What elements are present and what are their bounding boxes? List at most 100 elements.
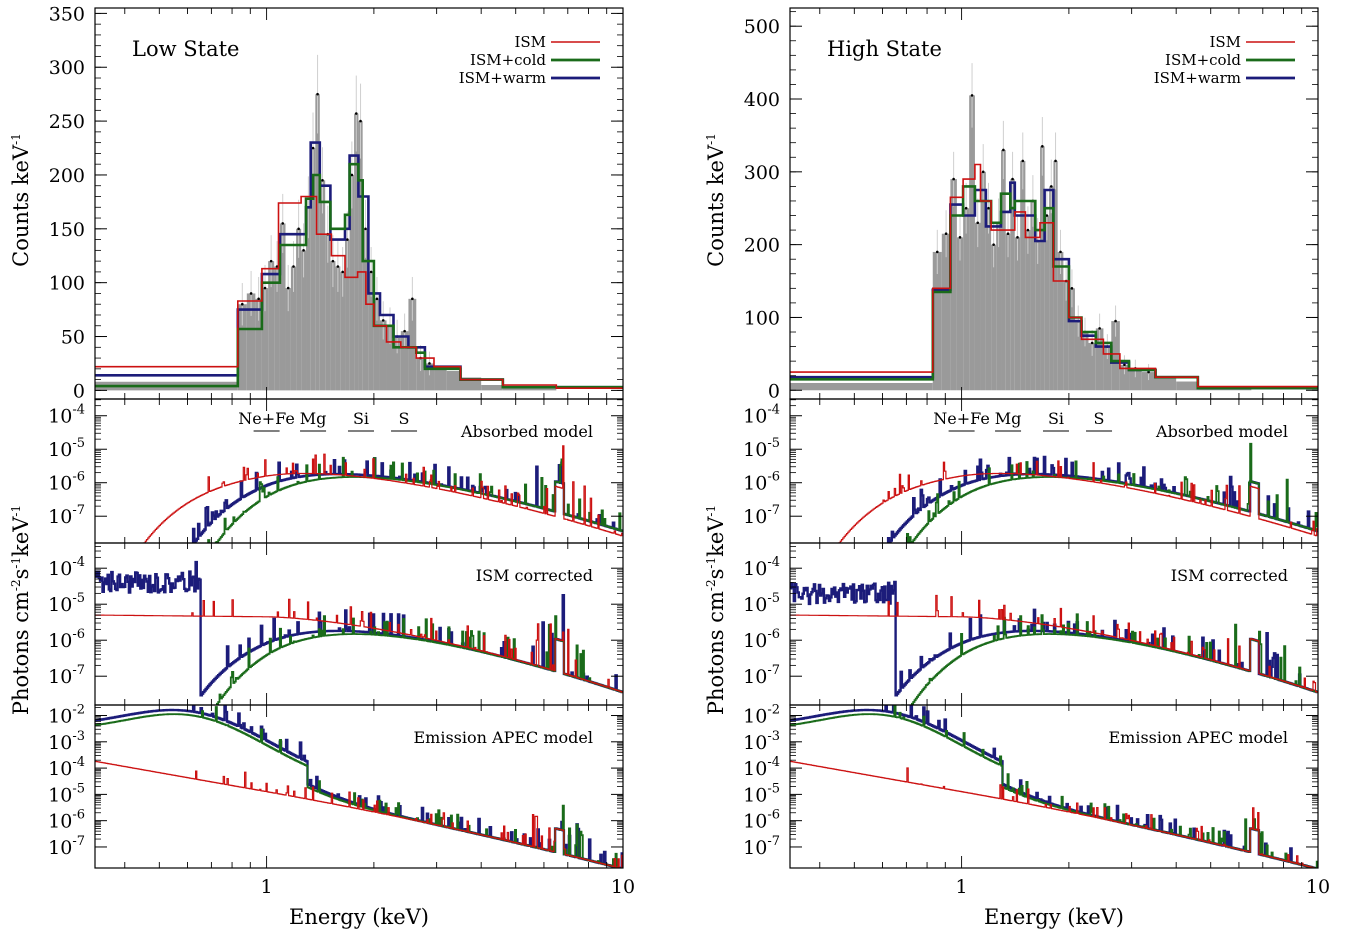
data-point [286, 286, 290, 290]
tick-base: 10 [48, 406, 72, 428]
tick-exponent: -7 [767, 503, 780, 518]
data-point [1002, 148, 1005, 152]
tick-exponent: -4 [72, 555, 85, 570]
data-bar [345, 239, 350, 391]
data-point [1006, 232, 1010, 236]
tick-exponent: -6 [767, 470, 780, 485]
counts-plot-area [95, 54, 623, 391]
data-point [987, 206, 990, 210]
data-bar [358, 121, 363, 391]
legend-label: ISM+cold [1165, 51, 1241, 69]
tick-base: 10 [48, 732, 72, 754]
line-marker-label: Mg [300, 409, 327, 428]
superscript: -2 [9, 579, 23, 591]
data-bar [1068, 288, 1075, 391]
tick-exponent: -7 [72, 663, 85, 678]
y-tick-label: 10-5 [743, 781, 780, 806]
tick-base: 10 [743, 473, 767, 495]
data-point [354, 112, 358, 115]
data-bar [319, 180, 326, 391]
tick-exponent: -6 [767, 808, 780, 823]
data-bar [1025, 230, 1031, 391]
data-point [1098, 327, 1101, 330]
data-point [331, 259, 335, 263]
legend-label: ISM [1209, 33, 1241, 51]
data-bar [400, 331, 409, 391]
y-tick-label: 10-5 [48, 781, 85, 806]
tick-exponent: -6 [72, 808, 85, 823]
data-bar [1141, 372, 1156, 391]
x-tick-label: 1 [261, 876, 273, 898]
data-point [336, 265, 340, 268]
tick-base: 10 [48, 811, 72, 833]
data-bar [1095, 328, 1104, 391]
data-bar [502, 388, 557, 391]
y-tick-label: 10-4 [743, 555, 780, 580]
superscript: -2 [704, 579, 718, 591]
y-tick-label: 10-4 [48, 755, 85, 780]
data-point [297, 227, 300, 231]
data-point [359, 119, 362, 123]
data-bar [790, 382, 933, 391]
y-tick-label: 10-7 [743, 834, 780, 859]
data-bar [1001, 149, 1006, 391]
data-point [411, 297, 414, 301]
data-bar [1081, 332, 1089, 391]
data-bar [340, 271, 346, 391]
tick-base: 10 [743, 594, 767, 616]
ism-spectrum-line [790, 760, 1318, 868]
data-bar [1129, 368, 1142, 391]
line-marker-label: Ne+Fe [238, 409, 295, 428]
y-tick-label: 10-5 [743, 436, 780, 461]
superscript: -1 [9, 505, 23, 517]
data-bar [386, 325, 394, 391]
line-marker-label: S [1094, 409, 1105, 428]
ism-spectrum-line [143, 445, 623, 543]
tick-base: 10 [743, 439, 767, 461]
superscript: -1 [9, 557, 23, 569]
line-marker-label: S [399, 409, 410, 428]
data-bar [969, 95, 975, 391]
data-bar [416, 358, 425, 391]
line-marker-label: Si [1048, 409, 1064, 428]
tick-base: 10 [743, 758, 767, 780]
panel-label: Emission APEC model [1109, 728, 1289, 747]
data-point [1049, 185, 1053, 188]
data-point [364, 227, 367, 231]
tick-exponent: -5 [72, 436, 85, 451]
y-tick-label: 10-6 [743, 627, 780, 652]
y-tick-label: 10-7 [743, 503, 780, 528]
spectrum-plot-area [790, 705, 1318, 868]
data-bar [481, 384, 503, 391]
data-bar [996, 222, 1002, 391]
tick-base: 10 [48, 506, 72, 528]
tick-base: 10 [48, 558, 72, 580]
photons-axis-label: Photons cm-2s-1keV-1 [704, 505, 728, 715]
tick-exponent: -4 [767, 755, 780, 770]
tick-exponent: -5 [767, 591, 780, 606]
tick-base: 10 [48, 594, 72, 616]
ism-spectrum-line [95, 598, 623, 693]
legend-label: ISM [514, 33, 546, 51]
data-bar [268, 261, 275, 391]
data-point [311, 146, 315, 150]
tick-exponent: -7 [767, 834, 780, 849]
data-bar [274, 266, 280, 391]
y-tick-label: 10-5 [48, 591, 85, 616]
tick-base: 10 [48, 473, 72, 495]
spectrum-panel-frame [789, 704, 1319, 869]
tick-base: 10 [743, 666, 767, 688]
data-bar [1049, 186, 1054, 391]
data-point [958, 236, 962, 239]
data-point [321, 179, 324, 182]
data-bar [290, 266, 297, 391]
text-run: Photons cm [704, 591, 728, 715]
data-bar [349, 174, 355, 391]
y-tick-label: 400 [744, 89, 780, 111]
data-bar [246, 293, 256, 391]
line-marker-label: Ne+Fe [933, 409, 990, 428]
data-point [1026, 228, 1030, 232]
data-point [1011, 177, 1014, 181]
data-bar [335, 266, 341, 391]
